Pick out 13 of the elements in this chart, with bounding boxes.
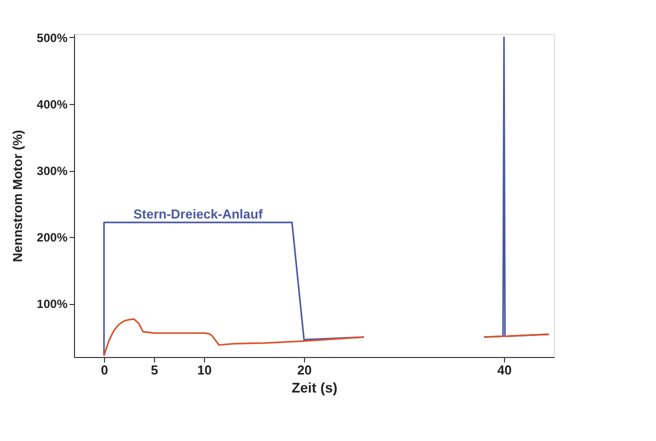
x-tick-label: 0 bbox=[100, 362, 108, 378]
x-axis-title: Zeit (s) bbox=[292, 380, 338, 396]
y-tick-label: 400% bbox=[36, 97, 68, 112]
y-tick-label: 100% bbox=[36, 297, 68, 312]
x-tick-label: 20 bbox=[297, 362, 312, 378]
y-axis-title: Nennstrom Motor (%) bbox=[10, 130, 25, 262]
x-tick-label: 40 bbox=[497, 362, 512, 378]
y-tick-label: 300% bbox=[36, 164, 68, 178]
x-tick-label: 10 bbox=[197, 362, 212, 378]
y-tick-label: 200% bbox=[36, 230, 68, 245]
x-tick-label: 5 bbox=[150, 362, 158, 378]
y-tick-label: 500% bbox=[36, 30, 68, 45]
series-label: Stern-Dreieck-Anlauf bbox=[133, 206, 264, 222]
